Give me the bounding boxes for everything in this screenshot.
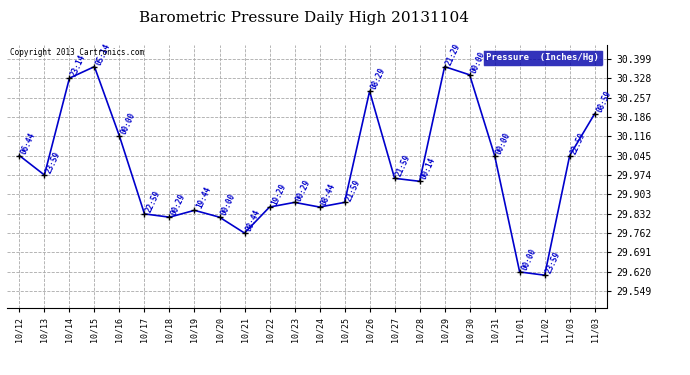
Text: 19:44: 19:44	[195, 186, 213, 210]
Text: 21:29: 21:29	[444, 42, 462, 67]
Text: 22:59: 22:59	[570, 131, 588, 156]
Text: 08:59: 08:59	[595, 89, 613, 114]
Text: 23:59: 23:59	[544, 251, 562, 275]
Text: 23:14: 23:14	[70, 53, 88, 78]
Text: 00:29: 00:29	[170, 192, 188, 217]
Text: 00:14: 00:14	[420, 156, 437, 182]
Text: 22:59: 22:59	[144, 189, 162, 214]
Text: 00:00: 00:00	[495, 131, 513, 156]
Text: 06:44: 06:44	[19, 131, 37, 156]
Legend: Pressure  (Inches/Hg): Pressure (Inches/Hg)	[482, 50, 602, 66]
Text: 21:59: 21:59	[395, 153, 413, 178]
Text: Copyright 2013 Cartronics.com: Copyright 2013 Cartronics.com	[10, 48, 144, 57]
Text: 00:00: 00:00	[520, 247, 538, 272]
Text: Barometric Pressure Daily High 20131104: Barometric Pressure Daily High 20131104	[139, 11, 469, 25]
Text: 23:59: 23:59	[44, 150, 62, 175]
Text: 00:00: 00:00	[470, 50, 488, 75]
Text: 00:29: 00:29	[295, 178, 313, 203]
Text: 19:29: 19:29	[270, 182, 288, 207]
Text: 21:59: 21:59	[344, 178, 362, 203]
Text: 08:29: 08:29	[370, 66, 388, 91]
Text: 08:44: 08:44	[244, 208, 262, 233]
Text: 00:00: 00:00	[219, 192, 237, 217]
Text: 00:00: 00:00	[119, 111, 137, 136]
Text: 05:14: 05:14	[95, 42, 112, 67]
Text: 08:44: 08:44	[319, 182, 337, 207]
